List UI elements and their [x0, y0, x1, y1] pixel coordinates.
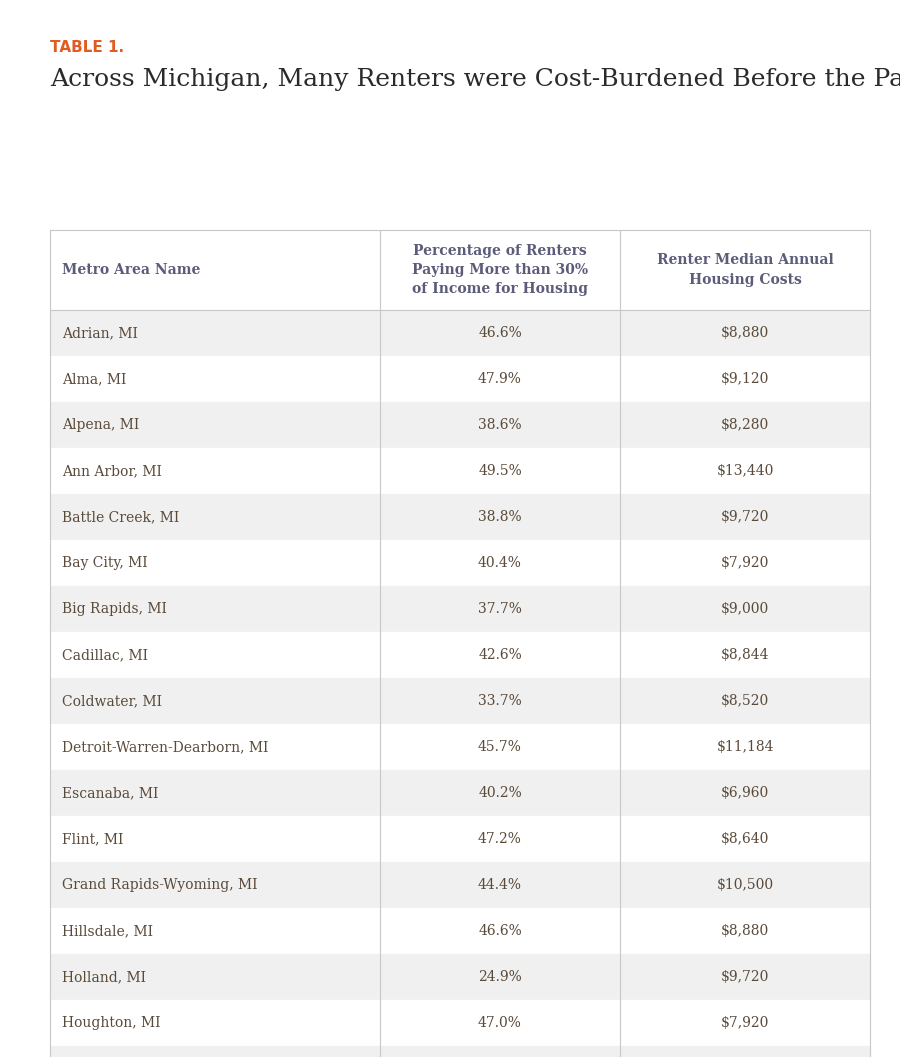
- Text: $8,880: $8,880: [721, 326, 770, 340]
- Text: Across Michigan, Many Renters were Cost-Burdened Before the Pandemic: Across Michigan, Many Renters were Cost-…: [50, 68, 900, 91]
- Bar: [50, 586, 870, 632]
- Text: Hillsdale, MI: Hillsdale, MI: [62, 924, 153, 938]
- Bar: [50, 678, 870, 724]
- Text: Houghton, MI: Houghton, MI: [62, 1016, 160, 1030]
- Bar: [50, 863, 870, 908]
- Text: TABLE 1.: TABLE 1.: [50, 40, 124, 55]
- Text: $8,844: $8,844: [721, 648, 770, 662]
- Text: 37.7%: 37.7%: [478, 602, 522, 616]
- Text: $13,440: $13,440: [716, 464, 774, 478]
- Text: 47.9%: 47.9%: [478, 372, 522, 386]
- Text: $9,720: $9,720: [721, 509, 770, 524]
- Text: Adrian, MI: Adrian, MI: [62, 326, 138, 340]
- Text: 45.7%: 45.7%: [478, 740, 522, 754]
- Text: $11,184: $11,184: [716, 740, 774, 754]
- Text: Coldwater, MI: Coldwater, MI: [62, 694, 162, 708]
- Text: 33.7%: 33.7%: [478, 694, 522, 708]
- Text: Holland, MI: Holland, MI: [62, 970, 146, 984]
- Bar: [50, 769, 870, 816]
- Text: 40.4%: 40.4%: [478, 556, 522, 570]
- Text: $8,520: $8,520: [721, 694, 770, 708]
- Text: 42.6%: 42.6%: [478, 648, 522, 662]
- Text: Renter Median Annual
Housing Costs: Renter Median Annual Housing Costs: [657, 254, 833, 286]
- Bar: [50, 1000, 870, 1046]
- Bar: [50, 448, 870, 494]
- Text: $10,500: $10,500: [716, 878, 774, 892]
- Text: Cadillac, MI: Cadillac, MI: [62, 648, 148, 662]
- Text: Bay City, MI: Bay City, MI: [62, 556, 148, 570]
- Text: Alpena, MI: Alpena, MI: [62, 418, 140, 432]
- Text: 47.2%: 47.2%: [478, 832, 522, 846]
- Text: Escanaba, MI: Escanaba, MI: [62, 786, 158, 800]
- Text: 49.5%: 49.5%: [478, 464, 522, 478]
- Bar: [50, 632, 870, 678]
- Text: $8,280: $8,280: [721, 418, 770, 432]
- Bar: [50, 402, 870, 448]
- Bar: [50, 954, 870, 1000]
- Text: $6,960: $6,960: [721, 786, 770, 800]
- Text: $7,920: $7,920: [721, 556, 770, 570]
- Text: $8,880: $8,880: [721, 924, 770, 938]
- Text: 46.6%: 46.6%: [478, 326, 522, 340]
- Text: $7,920: $7,920: [721, 1016, 770, 1030]
- Bar: [50, 816, 870, 863]
- Bar: [50, 494, 870, 540]
- Text: $8,640: $8,640: [721, 832, 770, 846]
- Bar: [50, 356, 870, 402]
- Text: 24.9%: 24.9%: [478, 970, 522, 984]
- Text: Percentage of Renters
Paying More than 30%
of Income for Housing: Percentage of Renters Paying More than 3…: [412, 243, 588, 297]
- Text: Flint, MI: Flint, MI: [62, 832, 123, 846]
- Text: $9,000: $9,000: [721, 602, 770, 616]
- Bar: [50, 310, 870, 356]
- Text: 38.8%: 38.8%: [478, 509, 522, 524]
- Text: Ann Arbor, MI: Ann Arbor, MI: [62, 464, 162, 478]
- Text: Metro Area Name: Metro Area Name: [62, 263, 201, 277]
- Text: 44.4%: 44.4%: [478, 878, 522, 892]
- Bar: [50, 540, 870, 586]
- Text: 40.2%: 40.2%: [478, 786, 522, 800]
- Text: 38.6%: 38.6%: [478, 418, 522, 432]
- Text: Big Rapids, MI: Big Rapids, MI: [62, 602, 166, 616]
- Text: Battle Creek, MI: Battle Creek, MI: [62, 509, 179, 524]
- Text: 47.0%: 47.0%: [478, 1016, 522, 1030]
- Bar: [50, 724, 870, 769]
- Text: $9,120: $9,120: [721, 372, 770, 386]
- Text: Detroit-Warren-Dearborn, MI: Detroit-Warren-Dearborn, MI: [62, 740, 268, 754]
- Bar: [50, 1046, 870, 1057]
- Bar: [50, 908, 870, 954]
- Text: Alma, MI: Alma, MI: [62, 372, 126, 386]
- Bar: [50, 230, 870, 310]
- Text: 46.6%: 46.6%: [478, 924, 522, 938]
- Text: Grand Rapids-Wyoming, MI: Grand Rapids-Wyoming, MI: [62, 878, 257, 892]
- Text: $9,720: $9,720: [721, 970, 770, 984]
